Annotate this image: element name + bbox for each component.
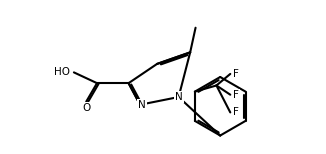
Text: HO: HO (54, 67, 70, 77)
Text: N: N (138, 100, 145, 110)
Text: F: F (233, 107, 239, 117)
Text: F: F (233, 69, 239, 79)
Text: N: N (175, 92, 183, 102)
Text: O: O (82, 103, 90, 113)
Text: F: F (233, 90, 239, 100)
